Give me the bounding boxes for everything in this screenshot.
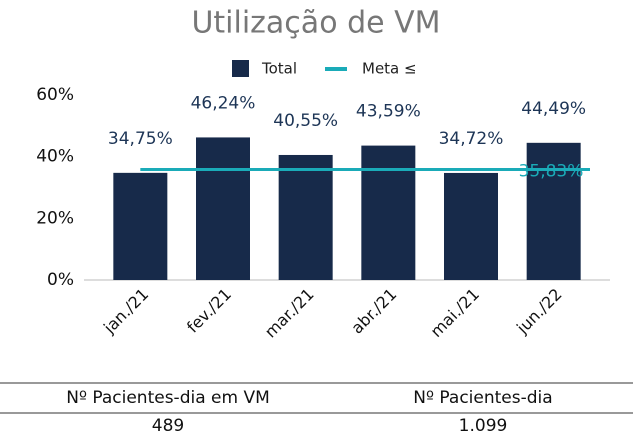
bar bbox=[444, 172, 498, 280]
x-tick-label: mai./21 bbox=[427, 285, 483, 341]
chart-title: Utilização de VM bbox=[191, 6, 440, 41]
data-label: 35,83% bbox=[519, 162, 584, 182]
x-tick-label: jan./21 bbox=[99, 285, 152, 338]
data-label: 40,55% bbox=[273, 111, 338, 131]
x-tick-label: mar./21 bbox=[261, 285, 318, 342]
data-label: 43,59% bbox=[356, 102, 421, 122]
bar bbox=[526, 142, 581, 280]
bar bbox=[113, 172, 168, 280]
data-label: 46,24% bbox=[191, 93, 256, 113]
table-cell: 1.099 bbox=[459, 416, 508, 436]
data-label: 34,75% bbox=[108, 129, 173, 149]
x-tick-label: abr./21 bbox=[347, 285, 400, 338]
data-label: 34,72% bbox=[439, 129, 504, 149]
table-header: Nº Pacientes-dia em VM bbox=[66, 388, 270, 408]
x-tick-label: jun./22 bbox=[512, 285, 565, 338]
y-tick-label: 20% bbox=[36, 208, 74, 228]
legend-label: Meta ≤ bbox=[362, 60, 417, 78]
legend-swatch bbox=[232, 60, 249, 77]
legend-label: Total bbox=[261, 60, 297, 78]
y-tick-label: 60% bbox=[36, 85, 74, 105]
bar bbox=[361, 145, 416, 280]
data-label: 44,49% bbox=[521, 99, 586, 119]
table-header: Nº Pacientes-dia bbox=[413, 388, 552, 408]
bar bbox=[196, 137, 250, 280]
x-tick-label: fev./21 bbox=[183, 285, 235, 337]
y-tick-label: 40% bbox=[36, 147, 74, 167]
bar bbox=[278, 154, 333, 280]
table-cell: 489 bbox=[152, 416, 184, 436]
y-tick-label: 0% bbox=[47, 270, 74, 290]
